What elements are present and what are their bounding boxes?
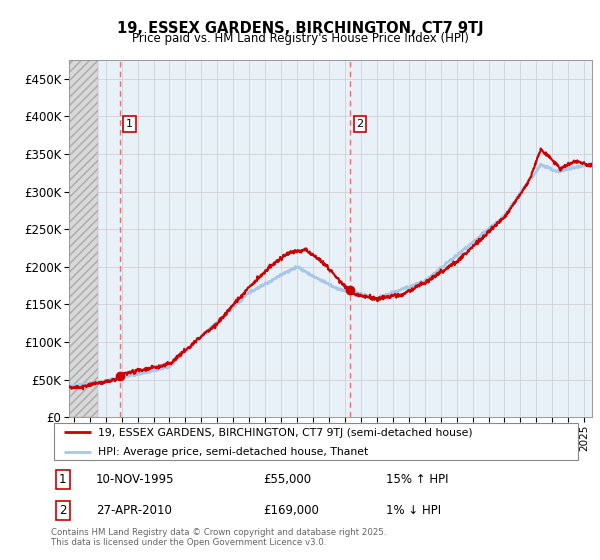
Text: 15% ↑ HPI: 15% ↑ HPI: [386, 473, 448, 486]
FancyBboxPatch shape: [53, 423, 578, 460]
Text: Contains HM Land Registry data © Crown copyright and database right 2025.
This d: Contains HM Land Registry data © Crown c…: [51, 528, 386, 547]
Text: 10-NOV-1995: 10-NOV-1995: [96, 473, 175, 486]
Text: 19, ESSEX GARDENS, BIRCHINGTON, CT7 9TJ (semi-detached house): 19, ESSEX GARDENS, BIRCHINGTON, CT7 9TJ …: [98, 428, 472, 438]
Text: £55,000: £55,000: [263, 473, 311, 486]
Text: 1: 1: [59, 473, 67, 486]
Text: 1: 1: [126, 119, 133, 129]
Text: HPI: Average price, semi-detached house, Thanet: HPI: Average price, semi-detached house,…: [98, 447, 368, 458]
Text: 27-APR-2010: 27-APR-2010: [96, 504, 172, 517]
Text: Price paid vs. HM Land Registry's House Price Index (HPI): Price paid vs. HM Land Registry's House …: [131, 32, 469, 45]
Text: 1% ↓ HPI: 1% ↓ HPI: [386, 504, 440, 517]
Bar: [69, 60, 98, 417]
Text: £169,000: £169,000: [263, 504, 319, 517]
Text: 19, ESSEX GARDENS, BIRCHINGTON, CT7 9TJ: 19, ESSEX GARDENS, BIRCHINGTON, CT7 9TJ: [116, 21, 484, 36]
Text: 2: 2: [356, 119, 364, 129]
Text: 2: 2: [59, 504, 67, 517]
